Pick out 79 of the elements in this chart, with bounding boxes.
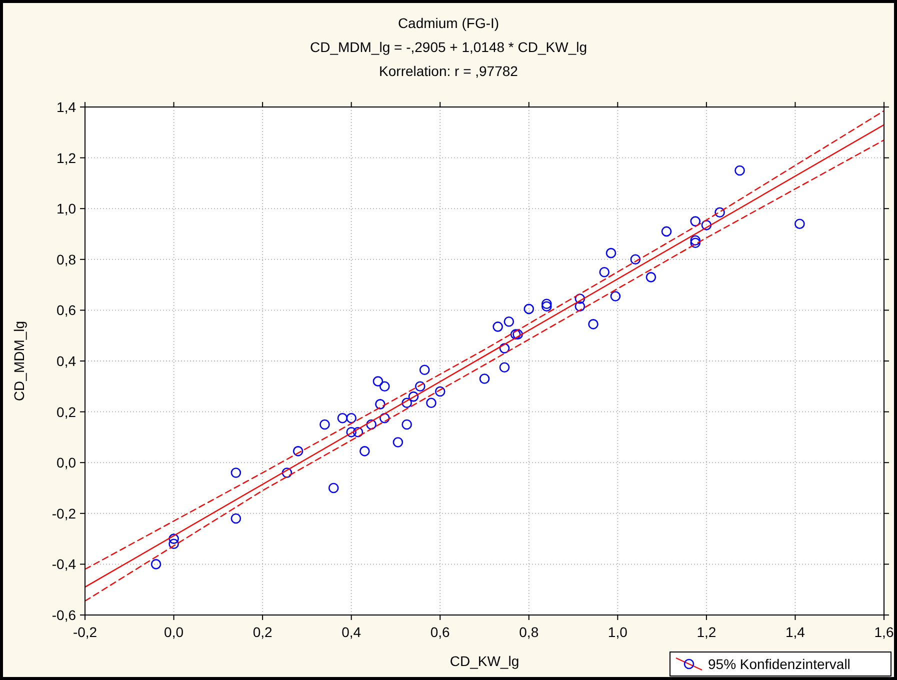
point [734,165,745,176]
y-tick-label: 0,0 [56,454,76,471]
point [794,218,805,229]
point [512,329,523,340]
point [379,413,390,424]
y-tick-label: -0,6 [52,607,76,623]
point [630,254,641,265]
point [690,216,700,226]
x-tick-label: 0,8 [519,624,539,640]
point [360,446,370,456]
point [661,226,672,237]
point [690,238,700,248]
point [510,329,521,340]
point [230,468,242,478]
point [168,538,179,550]
x-tick-label: 0,4 [342,624,362,640]
y-tick-label: 1,2 [56,150,76,166]
point [282,468,292,478]
point [375,399,386,410]
point [402,419,412,430]
legend-label: 95% Konfidenzintervall [708,656,850,672]
point [574,301,586,312]
point [541,298,552,309]
x-tick-label: 0,2 [252,624,272,640]
y-axis-title: CD_MDM_lg [11,320,27,402]
point [392,437,404,448]
point [346,426,356,438]
point [292,446,304,456]
point [714,207,725,218]
point [426,398,436,408]
point [419,364,430,376]
y-tick-label: 1,0 [56,200,76,217]
y-tick-label: 1,4 [56,99,76,115]
point [320,419,330,430]
point [168,534,179,544]
point [599,266,610,278]
x-tick-label: 0,0 [164,624,184,640]
point [499,362,510,372]
chart-title: Cadmium (FG-I) [398,15,500,31]
point [414,381,426,392]
point [690,235,700,246]
x-tick-label: 1,6 [874,624,894,640]
chart-subtitle: CD_MDM_lg = -,2905 + 1,0148 * CD_KW_lg Korrelation: r = ,97782 [310,39,588,79]
point [606,248,616,258]
point [479,374,490,384]
y-tick-label: 0,4 [56,353,76,369]
point [150,559,162,570]
point [408,391,419,402]
point [610,291,621,302]
point [524,304,534,314]
point [541,301,552,312]
point [230,513,242,524]
point [499,343,510,354]
point [346,413,356,424]
point [588,319,598,330]
x-axis-title: CD_KW_lg [450,653,520,669]
x-tick-label: 1,4 [785,624,806,640]
x-tick-label: 1,2 [696,624,716,640]
point [337,413,348,424]
y-tick-label: 0,6 [56,302,76,318]
point [646,272,656,282]
x-tick-label: 0,6 [430,624,450,640]
y-tick-label: 0,8 [56,251,76,268]
point [372,376,384,386]
point [701,220,712,230]
point [434,386,446,397]
x-tick-label: -0,2 [72,624,98,640]
x-tick-label: 1,0 [608,624,628,640]
y-tick-label: -0,4 [52,556,76,572]
point [328,482,339,494]
point [492,322,503,332]
y-tick-label: 0,2 [56,404,76,420]
point [402,398,412,408]
point [352,426,364,438]
point [366,419,376,430]
point [504,316,514,327]
point [379,381,390,392]
point [574,294,586,304]
y-tick-label: -0,2 [52,505,76,522]
